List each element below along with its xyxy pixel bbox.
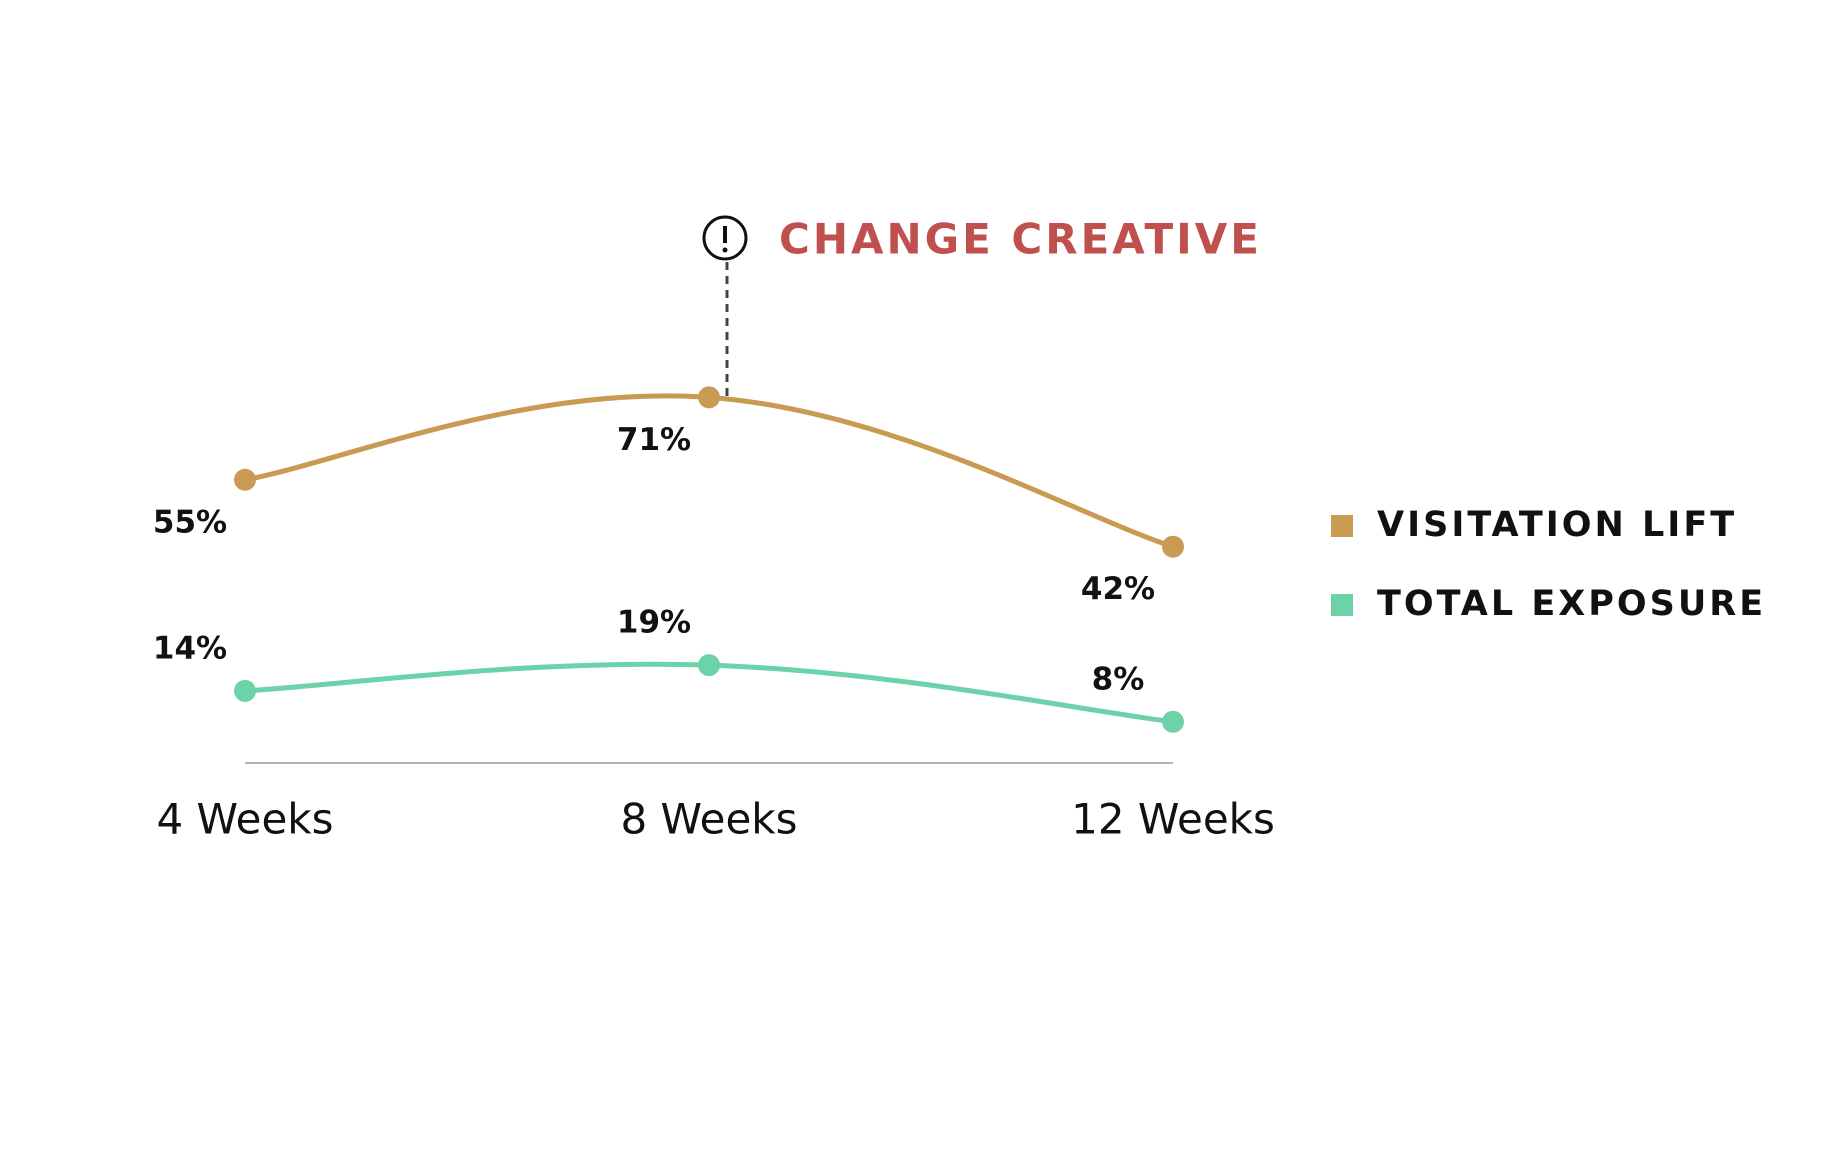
value-label: 14%: [153, 630, 227, 666]
point: [1162, 710, 1184, 733]
point: [234, 679, 256, 702]
x-tick-label: 4 Weeks: [156, 795, 333, 844]
value-label: 8%: [1092, 661, 1145, 697]
value-label: 42%: [1081, 571, 1155, 607]
line: [244, 393, 1174, 550]
legend-label: TOTAL EXPOSURE: [1377, 584, 1766, 624]
x-tick-label: 12 Weeks: [1071, 795, 1275, 844]
point: [1162, 535, 1184, 558]
annotation-icon-dot: [722, 247, 728, 253]
annotation-text: CHANGE CREATIVE: [779, 215, 1262, 264]
point: [698, 386, 720, 409]
value-label: 55%: [153, 504, 227, 540]
legend-swatch: [1331, 515, 1353, 537]
value-label: 19%: [617, 605, 691, 641]
legend-swatch: [1331, 594, 1353, 616]
value-label: 71%: [617, 422, 691, 458]
x-tick-label: 8 Weeks: [620, 795, 797, 844]
point: [698, 654, 720, 677]
legend-label: VISITATION LIFT: [1377, 505, 1737, 545]
point: [234, 468, 256, 491]
